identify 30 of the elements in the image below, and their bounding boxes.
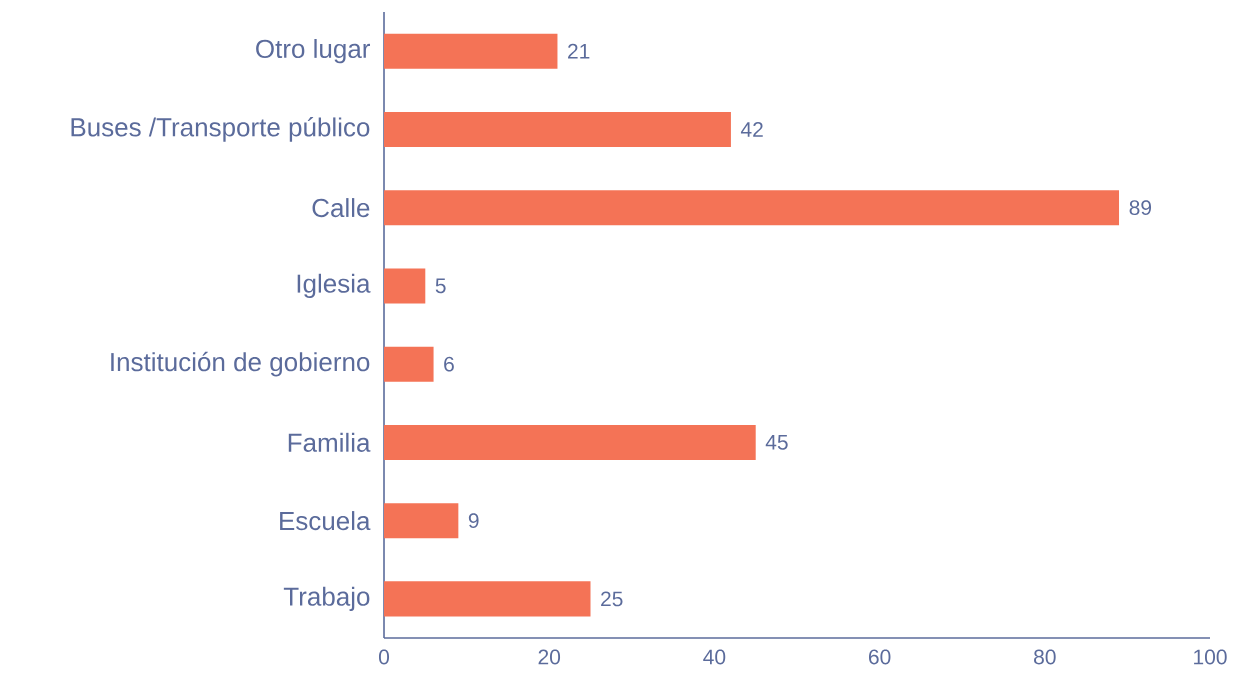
data-label: 21 [568,43,590,59]
bar [384,190,1120,226]
data-label: 25 [601,591,623,607]
bar [384,581,591,617]
data-label: 89 [1129,200,1152,216]
x-tick-label: 80 [1034,649,1056,665]
x-tick-label: 100 [1194,649,1227,665]
x-tick-label: 0 [378,649,390,665]
x-tick-label: 60 [869,649,891,665]
x-tick-label: 40 [703,649,726,665]
bar [384,111,731,147]
y-tick-label: Escuela [280,511,371,531]
bar [384,503,459,539]
y-tick-label: Trabajo [283,586,370,611]
data-label: 6 [444,356,454,372]
data-label: 42 [740,122,763,137]
y-tick-label: Buses /Transporte público [71,117,370,142]
bar [384,268,426,304]
data-label: 9 [468,513,479,529]
y-tick-label: Familia [288,432,371,452]
bar [384,33,558,69]
bar [384,346,434,382]
y-tick-label: Otro lugar [256,39,371,64]
data-label: 5 [435,278,446,294]
y-tick-label: Iglesia [297,273,371,298]
bar [384,424,756,460]
x-tick-label: 20 [538,649,561,665]
y-tick-label: Calle [312,198,370,218]
y-tick-label: Institución de gobierno [111,351,370,377]
data-label: 45 [765,435,788,450]
